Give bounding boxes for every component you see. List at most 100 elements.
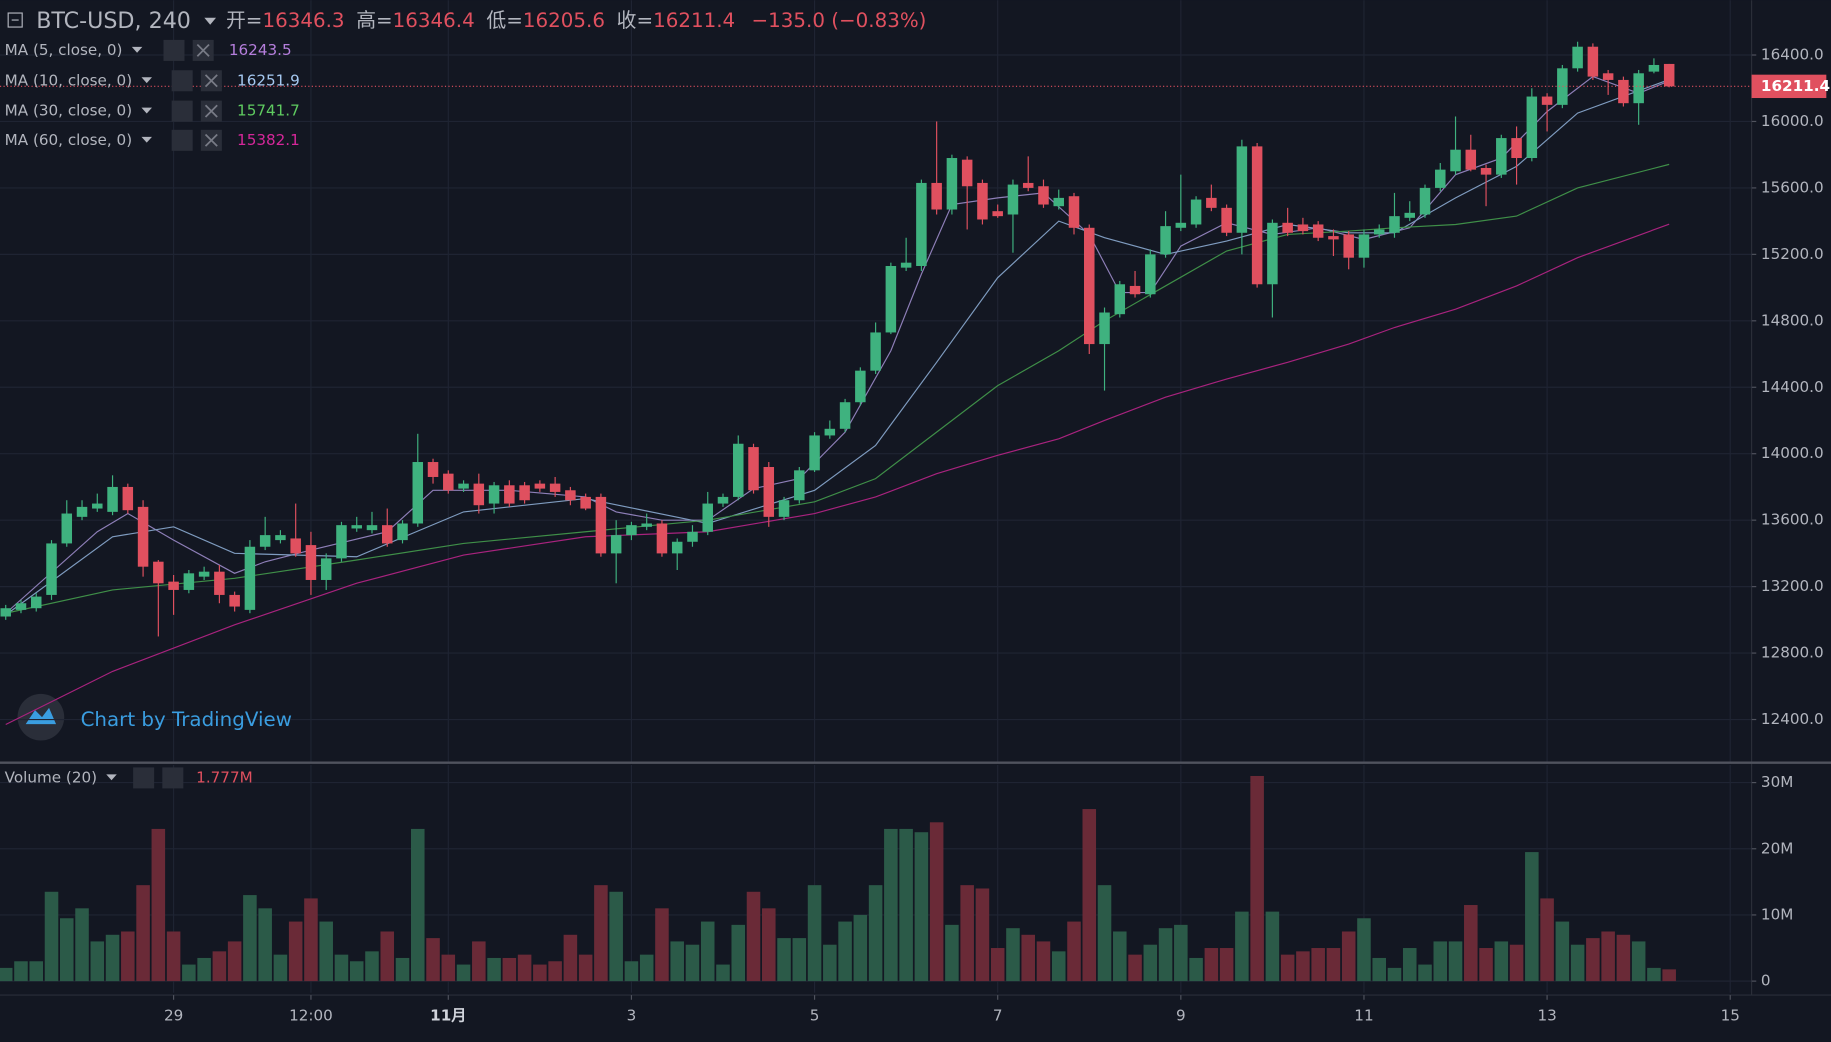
candle-body — [733, 443, 744, 497]
candle-body — [1129, 285, 1141, 295]
ma-line — [5, 163, 1670, 614]
candle-body — [290, 538, 301, 554]
candle-body — [626, 525, 637, 536]
volume-bar — [121, 931, 135, 982]
candle-body — [214, 571, 225, 595]
y-tick-label: 14000.0 — [1761, 444, 1824, 462]
candle-body — [351, 525, 362, 529]
legend-name[interactable]: MA (10, close, 0) — [5, 71, 132, 89]
x-tick-label: 5 — [810, 1007, 820, 1025]
candle-body — [778, 500, 790, 517]
legend-name[interactable]: MA (30, close, 0) — [5, 102, 132, 120]
candle-body — [427, 462, 439, 477]
candle-body — [1053, 197, 1064, 207]
candle-body — [183, 573, 195, 590]
volume-bar — [1280, 954, 1295, 982]
volume-bar — [899, 828, 913, 982]
candle-body — [519, 485, 530, 501]
volume-bar — [14, 961, 28, 982]
volume-bar — [1051, 951, 1066, 982]
volume-bar — [1570, 944, 1585, 982]
legend-dropdown[interactable] — [141, 77, 152, 84]
ohlc-value: 16346.4 — [393, 9, 475, 32]
candle-body — [1068, 196, 1080, 228]
candle-body — [1435, 169, 1446, 188]
legend-name[interactable]: MA (60, close, 0) — [5, 131, 132, 149]
candle-body — [1480, 167, 1492, 175]
volume-bar — [700, 921, 715, 982]
volume-bar — [166, 931, 181, 982]
volume-value: 1.777M — [196, 768, 253, 786]
x-tick-label: 11 — [1354, 1007, 1373, 1025]
candle-body — [824, 428, 836, 436]
candle-body — [412, 462, 424, 524]
candle-body — [366, 525, 378, 531]
candle-body — [1557, 68, 1568, 105]
legend-name[interactable]: MA (5, close, 0) — [5, 41, 123, 59]
ohlc-key: 收= — [617, 9, 653, 32]
candle-body — [320, 558, 332, 580]
candle-body — [717, 496, 729, 504]
legend-dropdown[interactable] — [131, 46, 143, 53]
y-tick-label: 12400.0 — [1761, 710, 1824, 728]
candle-body — [809, 435, 820, 471]
y-tick-label: 14800.0 — [1761, 311, 1824, 329]
legend-settings[interactable] — [171, 100, 193, 122]
candle-body — [1175, 222, 1187, 228]
y-tick-label: 10M — [1761, 905, 1793, 923]
x-tick-label: 12:00 — [289, 1007, 333, 1025]
volume-bar — [411, 828, 425, 982]
volume-bar — [1235, 911, 1249, 982]
marks — [0, 0, 1752, 993]
candle-body — [839, 402, 851, 429]
legend-close-x — [204, 133, 218, 147]
volume-bar — [945, 924, 959, 982]
volume-bar — [1402, 948, 1417, 982]
volume-bar — [578, 954, 593, 982]
volume-bar — [334, 954, 349, 982]
y-tick-label: 20M — [1761, 839, 1793, 857]
candle-body — [1206, 197, 1217, 208]
volume-name[interactable]: Volume (20) — [5, 768, 97, 786]
candle-body — [1572, 46, 1583, 69]
y-tick-label: 30M — [1761, 773, 1793, 791]
volume-bar — [929, 822, 944, 982]
symbol[interactable]: BTC-USD, 240 — [36, 8, 191, 34]
candle-body — [977, 182, 988, 220]
symbol-dropdown[interactable] — [204, 17, 217, 25]
legend-dropdown[interactable] — [106, 774, 117, 781]
volume-bar — [868, 885, 883, 982]
volume-bar — [1113, 931, 1127, 982]
candle-body — [1404, 212, 1416, 218]
candle-body — [1343, 234, 1354, 258]
legend-settings[interactable] — [163, 39, 185, 61]
x-tick-label: 9 — [1176, 1007, 1186, 1025]
volume-bar — [1357, 918, 1371, 982]
collapse-icon[interactable] — [7, 12, 23, 28]
volume-bar — [136, 885, 150, 982]
candle-body — [1663, 63, 1675, 87]
volume-bar — [1647, 967, 1661, 982]
ohlc-value: 16205.6 — [523, 9, 605, 32]
candle-body — [549, 483, 561, 492]
legend-settings[interactable] — [171, 129, 193, 151]
volume-bar — [1372, 957, 1386, 982]
candle-body — [30, 596, 42, 609]
legend-settings[interactable] — [133, 767, 155, 789]
volume-bar — [1219, 948, 1234, 982]
candle-body — [1511, 138, 1522, 159]
candle-body — [1496, 138, 1507, 175]
legend-settings[interactable] — [171, 70, 193, 92]
volume-bar — [75, 908, 89, 982]
volume-bar — [456, 964, 471, 982]
volume-bar — [1021, 934, 1035, 982]
legend-dropdown[interactable] — [141, 136, 152, 143]
volume-bar — [1174, 924, 1188, 982]
volume-bar — [1204, 948, 1219, 982]
legend-dropdown[interactable] — [141, 107, 152, 114]
legend-close[interactable] — [162, 767, 184, 789]
candle-body — [443, 473, 454, 491]
watermark[interactable]: Chart by TradingView — [81, 708, 292, 731]
candle-body — [305, 545, 317, 580]
candle-body — [1007, 184, 1019, 215]
